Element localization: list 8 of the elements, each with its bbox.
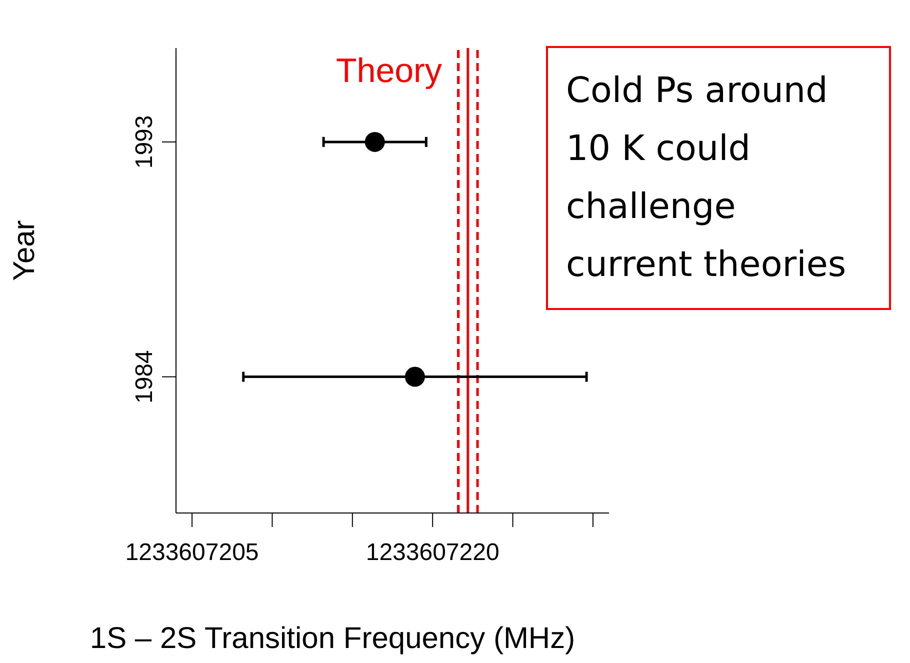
x-tick-label: 1233607220 <box>366 539 500 566</box>
y-tick-label: 1993 <box>131 115 158 169</box>
ref-line-label: Theory <box>336 52 442 90</box>
x-axis-title: 1S – 2S Transition Frequency (MHz) <box>90 622 576 655</box>
y-axis-title: Year <box>8 220 41 281</box>
note-box: Cold Ps around 10 K could challenge current theories <box>546 46 891 310</box>
x-tick-label: 1233607205 <box>125 539 259 566</box>
y-tick-label: 1984 <box>131 350 158 404</box>
